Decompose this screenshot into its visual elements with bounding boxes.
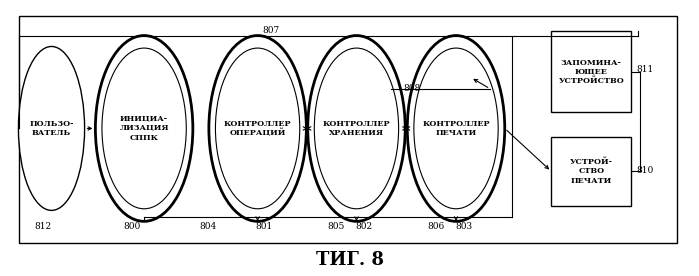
Text: 808: 808 bbox=[404, 84, 421, 93]
Text: 806: 806 bbox=[428, 222, 445, 231]
Text: 810: 810 bbox=[636, 166, 654, 175]
Text: ПОЛЬЗО-
ВАТЕЛЬ: ПОЛЬЗО- ВАТЕЛЬ bbox=[29, 120, 74, 137]
Bar bbox=[19, 16, 677, 243]
Text: 805: 805 bbox=[327, 222, 345, 231]
Text: 811: 811 bbox=[636, 65, 654, 74]
Ellipse shape bbox=[308, 36, 405, 221]
Text: 807: 807 bbox=[262, 26, 280, 34]
Ellipse shape bbox=[18, 46, 85, 210]
Bar bbox=[552, 137, 631, 206]
Text: 803: 803 bbox=[455, 222, 473, 231]
Text: 802: 802 bbox=[355, 222, 372, 231]
Text: КОНТРОЛЛЕР
ПЕЧАТИ: КОНТРОЛЛЕР ПЕЧАТИ bbox=[422, 120, 490, 137]
Text: КОНТРОЛЛЕР
ОПЕРАЦИЙ: КОНТРОЛЛЕР ОПЕРАЦИЙ bbox=[224, 120, 291, 137]
Text: 801: 801 bbox=[256, 222, 273, 231]
Text: 800: 800 bbox=[123, 222, 140, 231]
Ellipse shape bbox=[209, 36, 306, 221]
Ellipse shape bbox=[408, 36, 505, 221]
Text: УСТРОЙ-
СТВО
ПЕЧАТИ: УСТРОЙ- СТВО ПЕЧАТИ bbox=[570, 158, 613, 185]
Bar bbox=[552, 31, 631, 112]
Text: КОНТРОЛЛЕР
ХРАНЕНИЯ: КОНТРОЛЛЕР ХРАНЕНИЯ bbox=[323, 120, 390, 137]
Text: ΤИГ. 8: ΤИГ. 8 bbox=[315, 251, 384, 269]
Text: ИНИЦИА-
ЛИЗАЦИЯ
СППК: ИНИЦИА- ЛИЗАЦИЯ СППК bbox=[120, 115, 169, 142]
Text: ЗАПОМИНА-
ЮЩЕЕ
УСТРОЙСТВО: ЗАПОМИНА- ЮЩЕЕ УСТРОЙСТВО bbox=[559, 59, 624, 85]
Text: 812: 812 bbox=[35, 222, 52, 231]
Ellipse shape bbox=[95, 36, 193, 221]
Text: 804: 804 bbox=[200, 222, 217, 231]
